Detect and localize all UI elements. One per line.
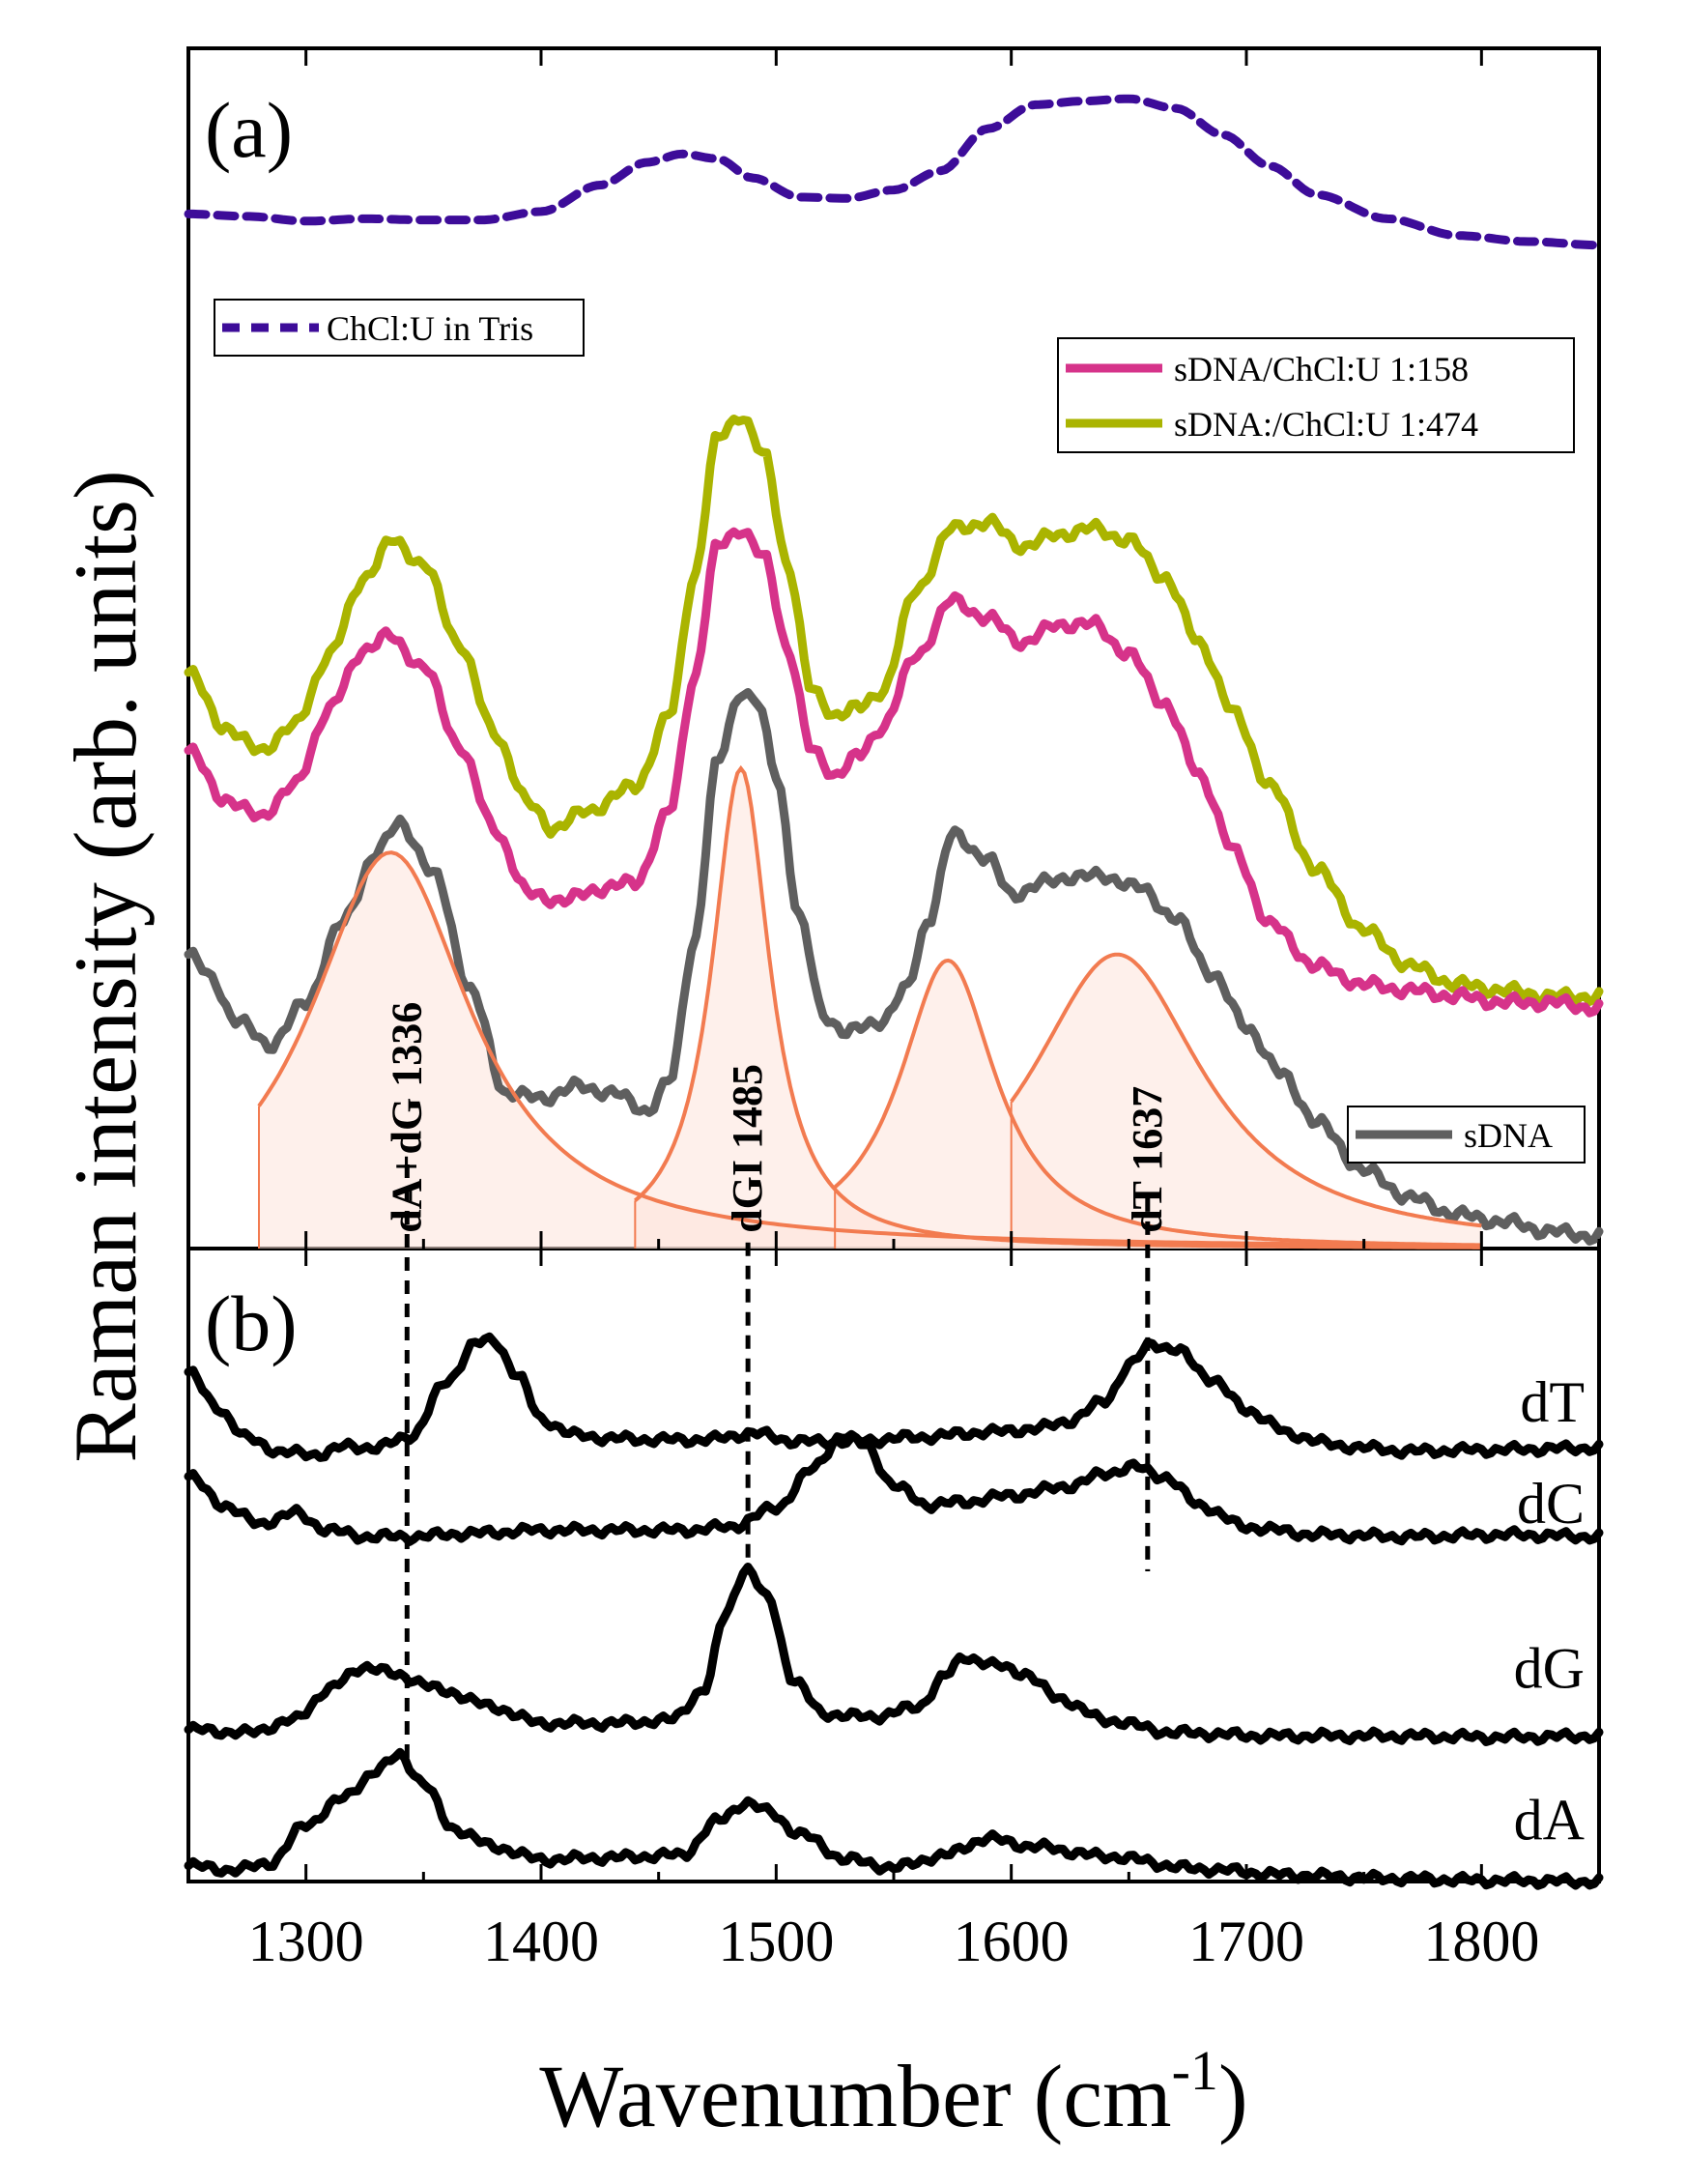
fit-peak-fill-4 — [1011, 954, 1482, 1249]
x-tick-label-1300: 1300 — [248, 1910, 364, 1973]
panel-b-spectra — [184, 1332, 1604, 1890]
fit-peak-fills — [259, 768, 1482, 1249]
fit-peak-curve-2 — [634, 764, 1482, 1250]
fit-peak-curve-1 — [257, 850, 1482, 1248]
y-axis-title: Raman intensity (arb. units) — [56, 470, 155, 1462]
series-line-dg — [184, 1563, 1604, 1746]
peak-label-dt-1637: dT 1637 — [1124, 1086, 1171, 1233]
peak-labels: dA+dG 1336 dGI 1485 dT 1637 — [383, 1002, 1171, 1233]
x-tick-label-1800: 1800 — [1423, 1910, 1539, 1973]
fit-peak-curve-3 — [833, 958, 1482, 1248]
guide-lines — [404, 1164, 1151, 1762]
x-axis-title-main: Wavenumber (cm — [539, 2047, 1171, 2145]
x-axis-title-sup: -1 — [1172, 2039, 1218, 2102]
legend-label-chclu-tris: ChCl:U in Tris — [327, 309, 533, 348]
series-label-dc: dC — [1517, 1472, 1585, 1536]
series-line-sdna — [184, 688, 1604, 1246]
panel-b-frame — [186, 1247, 1601, 1883]
fit-peak-curve-4 — [1010, 952, 1482, 1228]
panel-b-label: (b) — [205, 1279, 298, 1367]
legend-label-474: sDNA:/ChCl:U 1:474 — [1174, 405, 1478, 444]
peak-label-dgi-1485: dGI 1485 — [724, 1064, 771, 1233]
legend-label-sdna: sDNA — [1464, 1116, 1553, 1155]
series-label-da: dA — [1514, 1789, 1585, 1853]
series-line-dc — [184, 1429, 1604, 1546]
x-tick-label-1500: 1500 — [718, 1910, 834, 1973]
fit-peak-fill-1 — [259, 852, 1482, 1249]
panel-a-label: (a) — [205, 86, 293, 174]
series-line-dt — [184, 1332, 1604, 1462]
fit-peak-fill-2 — [635, 768, 1482, 1249]
series-label-dg: dG — [1514, 1636, 1585, 1700]
legend-chclu-tris: ChCl:U in Tris — [214, 299, 585, 357]
x-tick-label-1700: 1700 — [1188, 1910, 1304, 1973]
legend-sdna: sDNA — [1347, 1106, 1586, 1164]
x-tick-label-1400: 1400 — [483, 1910, 599, 1973]
series-line-sdna-chcl-u-1-158 — [184, 527, 1604, 1018]
x-tick-label-1600: 1600 — [954, 1910, 1070, 1973]
legend-label-158: sDNA/ChCl:U 1:158 — [1174, 350, 1469, 388]
fit-peak-curves — [257, 764, 1482, 1250]
panel-b-series-labels: dT dC dG dA — [1514, 1370, 1585, 1852]
series-line-da — [184, 1747, 1604, 1890]
series-label-dt: dT — [1520, 1370, 1585, 1434]
fit-peak-fill-3 — [835, 960, 1482, 1249]
legend-sdna-mixtures: sDNA/ChCl:U 1:158 sDNA:/ChCl:U 1:474 — [1057, 337, 1575, 453]
x-axis-title-close: ) — [1218, 2047, 1248, 2145]
series-line-chcl-u-in-tris — [184, 94, 1604, 250]
panel-a-spectra — [184, 94, 1604, 1246]
x-axis-ticks: 1300 1400 1500 1600 1700 1800 — [186, 48, 1601, 1973]
series-line-sdna-chcl-u-1-474 — [184, 415, 1604, 1007]
x-axis-title: Wavenumber (cm-1) — [539, 2039, 1247, 2145]
peak-label-da-dg-1336: dA+dG 1336 — [383, 1002, 430, 1233]
